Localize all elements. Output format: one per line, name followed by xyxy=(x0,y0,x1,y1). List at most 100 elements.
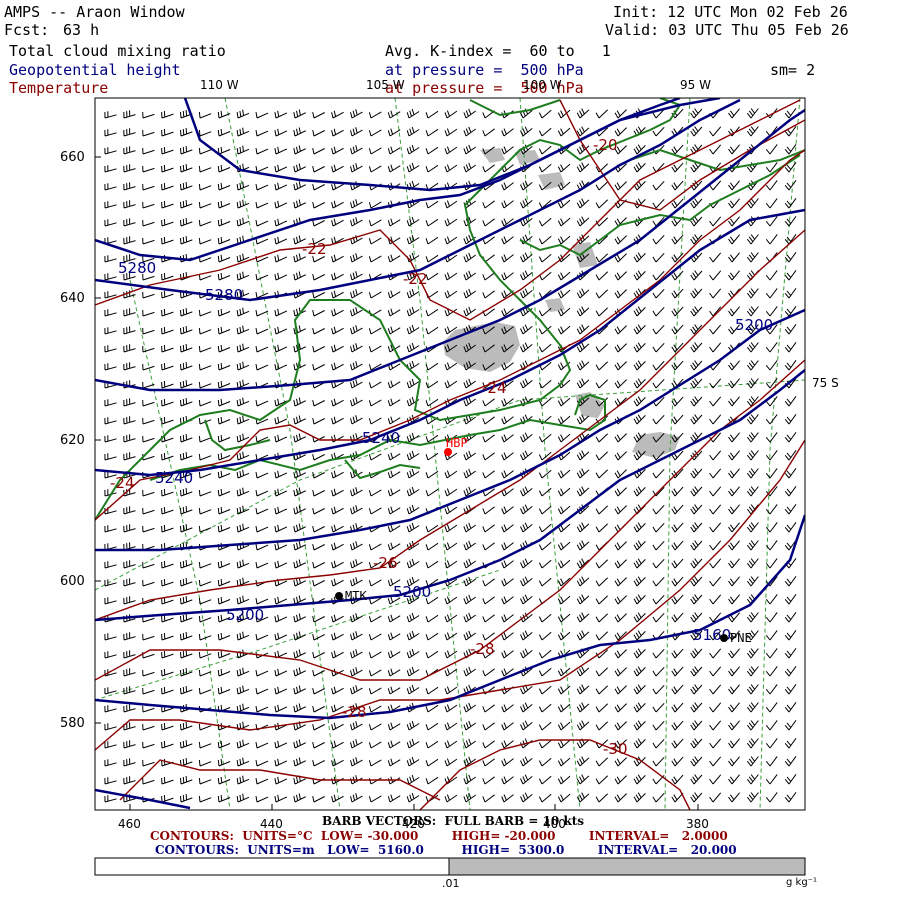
height-contour xyxy=(95,514,805,720)
meridian-110w xyxy=(224,98,341,810)
station-mtk-label: MTK xyxy=(345,589,367,603)
cloud-fill-areas xyxy=(443,148,680,458)
colorbar-low xyxy=(94,857,450,876)
x-tick-400: 400 xyxy=(543,817,566,831)
height-contour xyxy=(95,308,805,552)
temp-label: -24 xyxy=(482,379,507,397)
temp-contour xyxy=(95,149,805,521)
x-tick-420: 420 xyxy=(402,817,425,831)
temperature-contour-legend: CONTOURS: UNITS=°C LOW= -30.000 HIGH= -2… xyxy=(150,829,728,843)
temp-label: -26 xyxy=(373,554,398,572)
temp-label: -20 xyxy=(593,136,618,154)
height-label: 5240 xyxy=(155,469,193,487)
temp-contour xyxy=(559,99,805,211)
parallel-70s xyxy=(95,569,501,701)
smoothing-value: sm= 2 xyxy=(770,61,816,79)
temp-contour xyxy=(419,739,691,810)
coastline-segment xyxy=(95,98,682,521)
x-tick-460: 460 xyxy=(118,817,141,831)
height-label: 5200 xyxy=(735,316,773,334)
temp-contour xyxy=(95,359,805,681)
field-geopotential: Geopotential height xyxy=(9,61,181,79)
temp-label: -22 xyxy=(403,270,428,288)
coastline-segment xyxy=(344,459,421,480)
lon-label-105w: 105 W xyxy=(366,78,405,92)
field-temperature: Temperature xyxy=(9,79,109,97)
y-tick-640: 640 xyxy=(60,291,85,306)
x-tick-440: 440 xyxy=(260,817,283,831)
station-hbp-marker xyxy=(444,448,452,456)
coastline-segment xyxy=(204,419,271,452)
pressure-level-temp: at pressure = 500 hPa xyxy=(385,79,584,97)
cloud-patch xyxy=(480,148,505,163)
height-contour xyxy=(95,788,191,810)
plot-frame xyxy=(94,97,806,811)
temp-label: -24 xyxy=(110,474,135,492)
height-contour xyxy=(95,108,805,392)
temp-contour xyxy=(95,439,805,751)
lat-label-75s: 75 S xyxy=(812,376,839,390)
height-label: 5240 xyxy=(362,429,400,447)
colorbar-units: g kg⁻¹ xyxy=(786,877,817,888)
meridian-100w xyxy=(519,98,581,810)
height-contour xyxy=(95,369,805,622)
height-label: 5280 xyxy=(205,286,243,304)
barb-legend: BARB VECTORS: FULL BARB = 10 kts xyxy=(322,814,585,828)
height-contour-legend: CONTOURS: UNITS=m LOW= 5160.0 HIGH= 5300… xyxy=(155,843,737,857)
temp-label: -30 xyxy=(603,740,628,758)
temp-label: -28 xyxy=(470,640,495,658)
cloud-patch xyxy=(538,172,565,190)
contour-labels: 5280 5280 5240 5240 5200 5200 5200 5160 … xyxy=(110,136,773,758)
meridian-95w xyxy=(664,98,691,810)
height-contour xyxy=(95,98,681,262)
height-contour xyxy=(95,208,805,477)
height-contour xyxy=(95,98,741,302)
coastline-segment xyxy=(519,154,801,257)
station-mtk-marker xyxy=(335,592,343,600)
temp-contour xyxy=(95,229,805,621)
lon-label-95w: 95 W xyxy=(680,78,711,92)
valid-time: Valid: 03 UTC Thu 05 Feb 26 xyxy=(605,21,849,39)
height-label: 5200 xyxy=(226,606,264,624)
coastline-segment xyxy=(149,393,606,481)
station-hbp-label: HBP xyxy=(446,436,468,450)
coastline-segment xyxy=(469,99,561,117)
stations: HBP MTK PNE xyxy=(335,436,752,645)
field-cloud-mixing: Total cloud mixing ratio xyxy=(9,42,226,60)
y-tick-600: 600 xyxy=(60,574,85,589)
cloud-patch xyxy=(572,242,598,268)
x-tick-380: 380 xyxy=(686,817,709,831)
coastline xyxy=(95,98,805,521)
k-index-range: Avg. K-index = 60 to 1 xyxy=(385,42,611,60)
forecast-hour: 63 h xyxy=(63,21,100,39)
temp-contour xyxy=(119,759,441,801)
cloud-patch xyxy=(632,432,680,458)
temp-label: -22 xyxy=(302,240,327,258)
y-tick-660: 660 xyxy=(60,150,85,165)
lat-lon-grid xyxy=(95,98,805,810)
lon-label-100w: 100 W xyxy=(523,78,562,92)
y-tick-620: 620 xyxy=(60,433,85,448)
forecast-label: Fcst: xyxy=(4,21,50,39)
y-tick-580: 580 xyxy=(60,716,85,731)
colorbar-tick: .01 xyxy=(442,877,460,890)
axis-ticks xyxy=(95,156,699,810)
parallel-75s xyxy=(95,379,805,591)
station-pne-marker xyxy=(720,634,728,642)
height-label: 5200 xyxy=(393,583,431,601)
cloud-patch xyxy=(515,150,540,165)
coastline-segment xyxy=(629,148,805,172)
lon-label-110w: 110 W xyxy=(200,78,239,92)
pressure-level-height: at pressure = 500 hPa xyxy=(385,61,584,79)
meridian-105w xyxy=(394,98,471,810)
cloud-patch xyxy=(545,298,565,312)
temp-label: -28 xyxy=(342,703,367,721)
meridian-90w xyxy=(759,98,801,810)
temperature-contours xyxy=(95,99,805,810)
height-contours xyxy=(95,98,805,810)
station-pne-label: PNE xyxy=(730,631,752,645)
app-title: AMPS -- Araon Window xyxy=(4,3,185,21)
init-time: Init: 12 UTC Mon 02 Feb 26 xyxy=(613,3,848,21)
temp-contour xyxy=(95,99,801,321)
